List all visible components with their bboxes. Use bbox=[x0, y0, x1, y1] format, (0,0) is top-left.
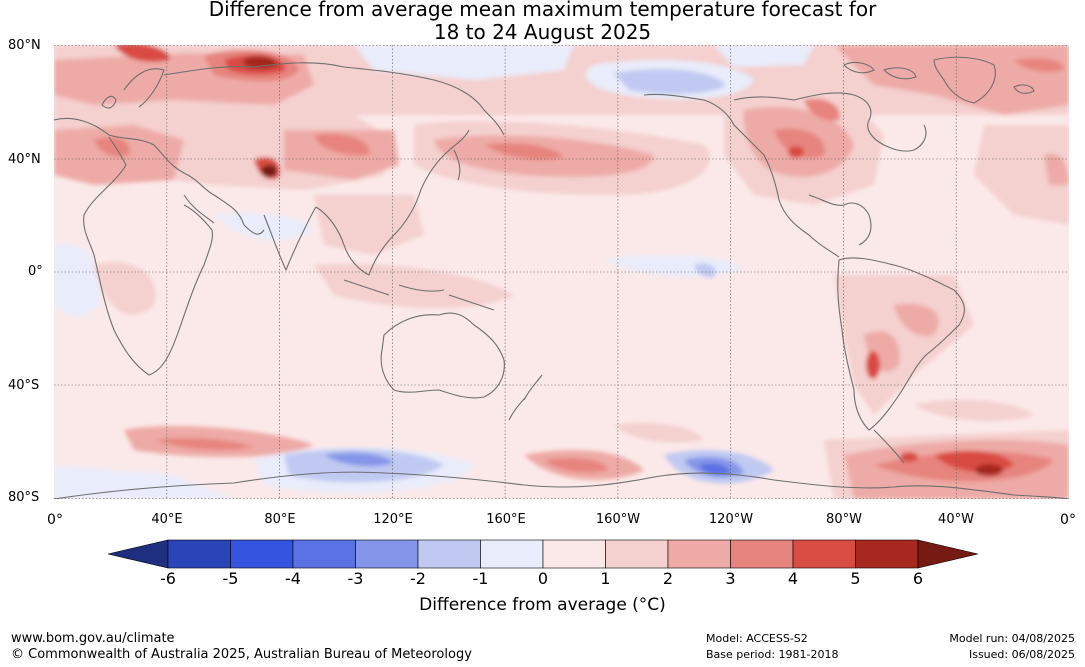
footer-base-period: Base period: 1981-2018 bbox=[706, 648, 839, 661]
footer-model-run: Model run: 04/08/2025 bbox=[949, 632, 1075, 645]
lat-label-80n: 80°N bbox=[8, 38, 41, 53]
colorbar-segment bbox=[167, 539, 231, 569]
colorbar-segment bbox=[355, 539, 419, 569]
lat-label-0: 0° bbox=[28, 264, 43, 279]
colorbar-tick-label: -4 bbox=[285, 569, 301, 588]
lon-label-120e: 120°E bbox=[373, 512, 413, 527]
colorbar-tick-label: 2 bbox=[662, 569, 674, 588]
colorbar-label: Difference from average (°C) bbox=[419, 595, 666, 615]
lat-label-40s: 40°S bbox=[8, 378, 40, 393]
lon-label-160e: 160°E bbox=[486, 512, 526, 527]
colorbar-tick-label: 0 bbox=[537, 569, 549, 588]
colorbar-segment bbox=[605, 539, 669, 569]
colorbar-segment bbox=[792, 539, 856, 569]
colorbar-tick-label: 4 bbox=[787, 569, 799, 588]
lat-label-80s: 80°S bbox=[8, 490, 40, 505]
colorbar-tick-label: -1 bbox=[472, 569, 489, 588]
temperature-anomaly-map bbox=[54, 45, 1069, 499]
colorbar bbox=[108, 539, 978, 569]
colorbar-tick-label: -6 bbox=[160, 569, 176, 588]
footer-url: www.bom.gov.au/climate bbox=[11, 631, 175, 646]
colorbar-segment bbox=[855, 539, 919, 569]
colorbar-tick-label: 6 bbox=[912, 569, 924, 588]
colorbar-tick-label: -2 bbox=[410, 569, 426, 588]
lon-label-80e: 80°E bbox=[264, 512, 296, 527]
colorbar-extend-low bbox=[108, 539, 169, 569]
footer-issued: Issued: 06/08/2025 bbox=[968, 648, 1075, 661]
anomaly-fields bbox=[54, 45, 1069, 499]
colorbar-segment bbox=[417, 539, 481, 569]
colorbar-tick-label: -5 bbox=[222, 569, 239, 588]
map-title-line1: Difference from average mean maximum tem… bbox=[208, 0, 877, 21]
lon-label-80w: 80°W bbox=[826, 512, 862, 527]
colorbar-segment bbox=[292, 539, 356, 569]
lon-label-0-right: 0° bbox=[1060, 512, 1076, 528]
colorbar-tick-label: -3 bbox=[347, 569, 364, 588]
graticule bbox=[54, 45, 1069, 499]
colorbar-tick-label: 1 bbox=[600, 569, 611, 588]
lon-label-120w: 120°W bbox=[708, 512, 754, 527]
colorbar-segment bbox=[667, 539, 731, 569]
colorbar-extend-high bbox=[917, 539, 978, 569]
footer-model: Model: ACCESS-S2 bbox=[706, 632, 808, 645]
colorbar-segment bbox=[230, 539, 294, 569]
colorbar-segment bbox=[480, 539, 544, 569]
footer-copyright: © Commonwealth of Australia 2025, Austra… bbox=[11, 647, 472, 662]
lon-label-160w: 160°W bbox=[595, 512, 641, 527]
map-title-line2: 18 to 24 August 2025 bbox=[433, 20, 652, 44]
lon-label-0-left: 0° bbox=[47, 512, 63, 528]
colorbar-tick-label: 3 bbox=[725, 569, 736, 588]
lon-label-40w: 40°W bbox=[938, 512, 974, 527]
lat-label-40n: 40°N bbox=[8, 152, 41, 167]
lon-label-40e: 40°E bbox=[151, 512, 183, 527]
colorbar-tick-label: 5 bbox=[850, 569, 861, 588]
coastlines bbox=[54, 56, 1069, 499]
colorbar-segment bbox=[542, 539, 606, 569]
colorbar-segment bbox=[730, 539, 794, 569]
